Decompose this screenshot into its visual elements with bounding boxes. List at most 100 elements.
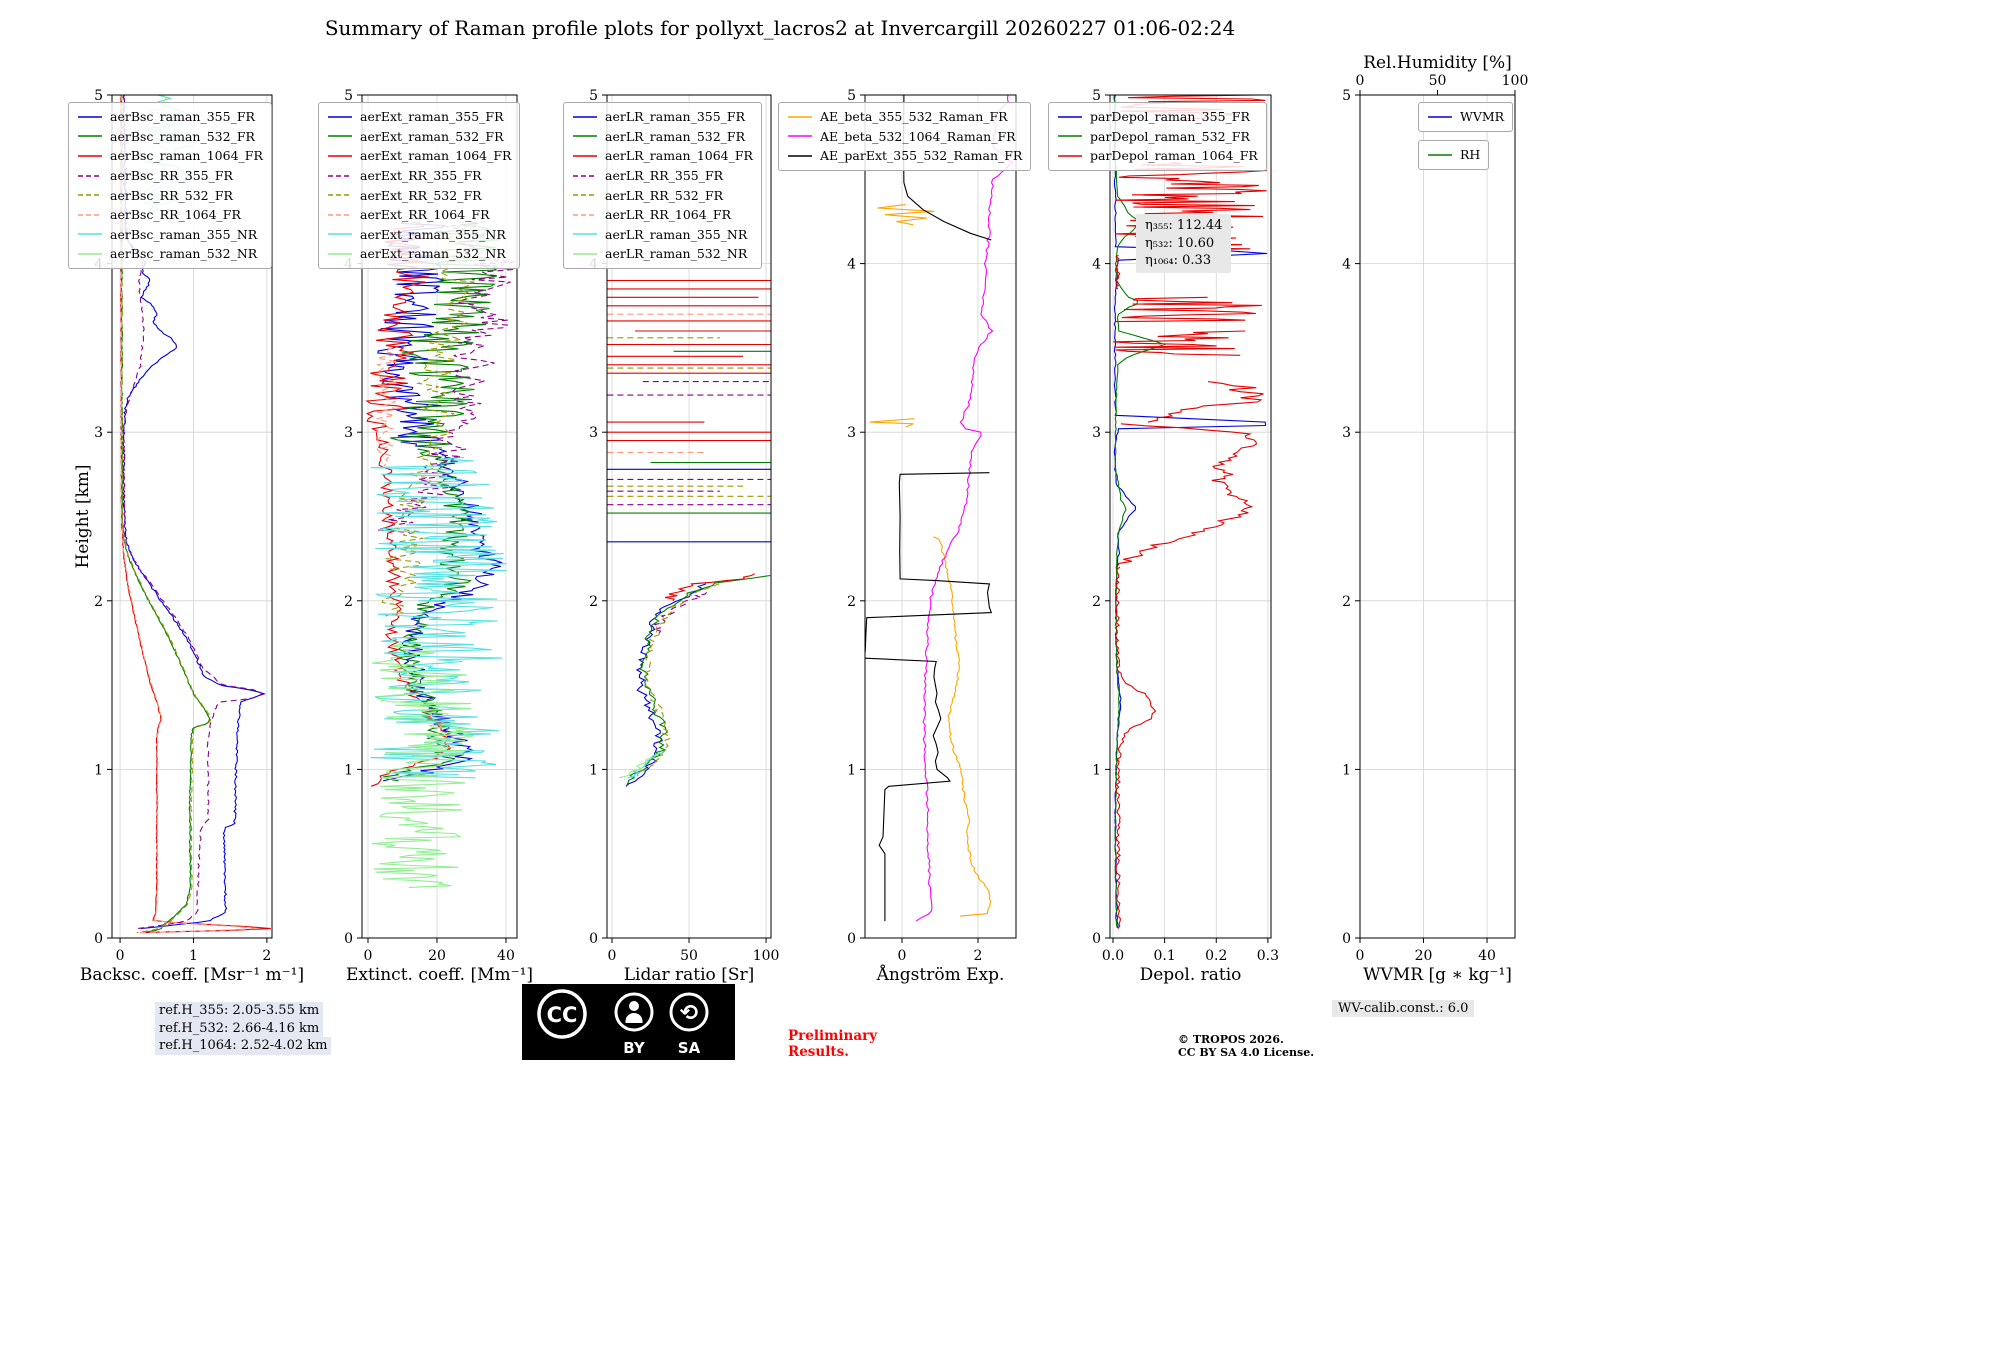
legend-line-sample	[573, 174, 597, 177]
y-tick-label: 5	[94, 88, 103, 104]
y-tick-label: 0	[94, 931, 103, 947]
legend-item-aerBsc_RR_1064_FR: aerBsc_RR_1064_FR	[77, 205, 263, 225]
legend-line-sample	[328, 155, 352, 157]
series-parDepol_raman_1064_FR	[1114, 296, 1262, 323]
y-tick-label: 1	[1342, 762, 1351, 778]
series-aerExt_RR_355_FR	[376, 220, 515, 534]
series-aerLR_RR_355_FR	[652, 592, 708, 635]
legend-item-RH: RH	[1427, 145, 1480, 165]
x-axis-label-1: Extinct. coeff. [Mm⁻¹]	[346, 965, 533, 985]
x-tick-label: 1	[189, 948, 198, 964]
legend-item-aerExt_RR_355_FR: aerExt_RR_355_FR	[327, 166, 511, 186]
legend-item-aerExt_raman_1064_FR: aerExt_raman_1064_FR	[327, 146, 511, 166]
legend-item-aerBsc_raman_532_NR: aerBsc_raman_532_NR	[77, 244, 263, 264]
y-tick-label: 5	[1092, 88, 1101, 104]
legend-label: AE_parExt_355_532_Raman_FR	[820, 148, 1023, 164]
cc-logo-icon	[537, 989, 587, 1039]
x-tick-label: 0	[608, 948, 617, 964]
legend-item-aerExt_RR_532_FR: aerExt_RR_532_FR	[327, 185, 511, 205]
legend-label: parDepol_raman_355_FR	[1090, 109, 1250, 125]
legend-label: aerExt_raman_355_NR	[360, 226, 506, 242]
legend-line-sample	[1058, 155, 1082, 157]
legend-label: aerExt_raman_1064_FR	[360, 148, 512, 164]
series-aerExt_RR_532_FR	[381, 220, 478, 617]
y-tick-label: 0	[589, 931, 598, 947]
legend-line-sample	[573, 135, 597, 138]
panel-4: 0.0 0.1 0.2 0.3 0 1 2 3 4 5 Depol. ratio	[1092, 88, 1279, 985]
legend-line-sample	[328, 174, 352, 177]
legend-label: aerExt_raman_355_FR	[360, 109, 504, 125]
x-tick-label: 0	[116, 948, 125, 964]
y-tick-label: 2	[589, 594, 598, 610]
preliminary-results-note: Preliminary Results.	[788, 1028, 877, 1060]
legend-line-sample	[788, 115, 812, 118]
ref-height-line: ref.H_1064: 2.52-4.02 km	[155, 1037, 332, 1055]
y-tick-label: 1	[1092, 762, 1101, 778]
legend-item-aerExt_raman_532_NR: aerExt_raman_532_NR	[327, 244, 511, 264]
legend-item-aerBsc_raman_355_NR: aerBsc_raman_355_NR	[77, 225, 263, 245]
legend-item-aerExt_raman_355_NR: aerExt_raman_355_NR	[327, 225, 511, 245]
legend-line-sample	[1058, 115, 1082, 118]
preliminary-line: Preliminary	[788, 1028, 878, 1044]
annotation-line: η₁₀₆₄: 0.33	[1145, 253, 1212, 268]
legend-label: aerBsc_RR_532_FR	[110, 187, 233, 203]
panel-1: 02040012345Extinct. coeff. [Mm⁻¹]	[344, 88, 533, 985]
legend-panel-4: parDepol_raman_355_FR parDepol_raman_532_…	[1048, 102, 1267, 171]
preliminary-line: Results.	[788, 1044, 849, 1060]
x-tick-label: 40	[1478, 948, 1496, 964]
svg-text:CC: CC	[547, 1003, 578, 1027]
legend-label: aerExt_RR_355_FR	[360, 168, 482, 184]
reference-heights-note: ref.H_355: 2.05-3.55 km ref.H_532: 2.66-4…	[155, 1002, 332, 1055]
y-tick-label: 2	[847, 594, 856, 610]
series-aerLR_raman_532_NR	[618, 752, 661, 779]
y-tick-label: 0	[344, 931, 353, 947]
legend-item-aerLR_raman_532_FR: aerLR_raman_532_FR	[572, 127, 753, 147]
y-tick-label: 4	[847, 257, 856, 273]
y-tick-label: 5	[1342, 88, 1351, 104]
x-tick-label: 0.1	[1153, 948, 1175, 964]
legend-item-aerLR_raman_355_FR: aerLR_raman_355_FR	[572, 107, 753, 127]
y-tick-label: 2	[1342, 594, 1351, 610]
y-tick-label: 2	[344, 594, 353, 610]
legend-label: aerLR_raman_532_FR	[605, 128, 746, 144]
y-tick-label: 2	[94, 594, 103, 610]
y-tick-label: 3	[1342, 425, 1351, 441]
copyright-line: CC BY SA 4.0 License.	[1178, 1046, 1315, 1059]
legend-line-sample	[573, 155, 597, 157]
x-tick-label: 50	[680, 948, 698, 964]
legend-line-sample	[328, 194, 352, 196]
copyright-note: © TROPOS 2026. CC BY SA 4.0 License.	[1178, 1033, 1314, 1059]
legend-line-sample	[78, 194, 102, 196]
legend-item-aerExt_RR_1064_FR: aerExt_RR_1064_FR	[327, 205, 511, 225]
legend-line-sample	[573, 253, 597, 255]
legend-label: parDepol_raman_532_FR	[1090, 128, 1250, 144]
legend-panel-2: aerLR_raman_355_FR aerLR_raman_532_FR aerL…	[563, 102, 762, 269]
legend-line-sample	[328, 115, 352, 118]
legend-item-aerLR_RR_355_FR: aerLR_RR_355_FR	[572, 166, 753, 186]
legend-label: aerLR_RR_355_FR	[605, 168, 724, 184]
copyright-line: © TROPOS 2026.	[1178, 1033, 1284, 1046]
legend-label: aerLR_raman_355_FR	[605, 109, 746, 125]
series-parDepol_raman_1064_FR	[1114, 566, 1157, 930]
legend-item-aerExt_raman_355_FR: aerExt_raman_355_FR	[327, 107, 511, 127]
series-aerLR_raman_532_FR	[626, 574, 771, 786]
annotation-line: η₅₃₂: 10.60	[1145, 235, 1215, 251]
y-tick-label: 5	[589, 88, 598, 104]
legend-item-AE_beta_355_532_Raman_FR: AE_beta_355_532_Raman_FR	[787, 107, 1022, 127]
legend-label: aerExt_RR_1064_FR	[360, 207, 490, 223]
panel-2: 050100012345Lidar ratio [Sr]	[589, 88, 779, 985]
legend-line-sample	[78, 115, 102, 118]
series-AE_beta_355_532_Raman_FR	[877, 204, 935, 226]
panel-3: 0 2 0 1 2 3 4 5 Ångström Exp.	[847, 88, 1017, 985]
legend-label: WVMR	[1460, 109, 1505, 125]
x-tick-label: 100	[753, 948, 780, 964]
top-tick-label: 50	[1429, 73, 1447, 89]
legend-item-aerLR_raman_355_NR: aerLR_raman_355_NR	[572, 225, 753, 245]
legend-line-sample	[78, 155, 102, 157]
series-parDepol_raman_1064_FR	[1113, 330, 1246, 356]
y-tick-label: 3	[847, 425, 856, 441]
